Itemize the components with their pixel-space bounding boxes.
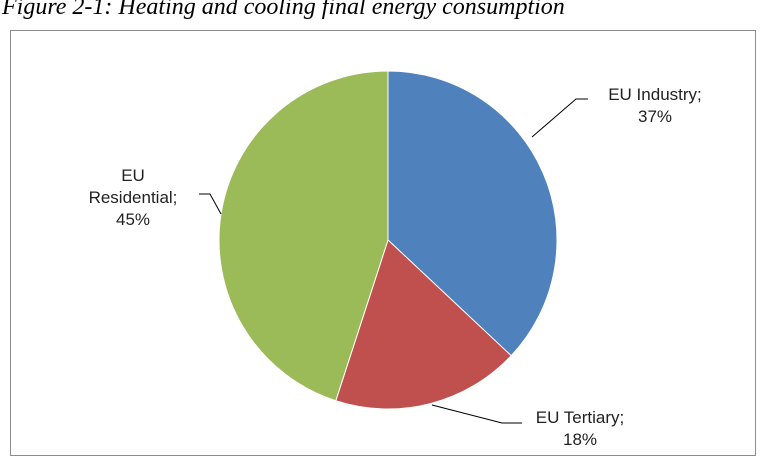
label-eu-residential-name: Residential; (88, 188, 178, 207)
chart-frame (10, 30, 756, 456)
label-eu-tertiary-name: EU Tertiary; (535, 408, 625, 427)
slice-eu-industry (387, 70, 558, 357)
leader-eu-tertiary (431, 404, 522, 424)
label-eu-industry: EU Industry; 37% (585, 84, 725, 128)
label-eu-residential: EU Residential; 45% (68, 165, 198, 231)
figure-caption: Figure 2-1: Heating and cooling final en… (2, 0, 565, 20)
label-eu-residential-percent: 45% (115, 210, 151, 229)
label-eu-residential-eu: EU (121, 166, 145, 185)
label-eu-industry-percent: 37% (637, 107, 673, 126)
label-eu-tertiary-percent: 18% (562, 430, 598, 449)
slice-eu-tertiary (335, 239, 512, 410)
leader-eu-industry (531, 98, 588, 138)
leader-eu-residential (199, 193, 222, 215)
label-eu-tertiary: EU Tertiary; 18% (515, 407, 645, 451)
label-eu-industry-name: EU Industry; (608, 85, 702, 104)
